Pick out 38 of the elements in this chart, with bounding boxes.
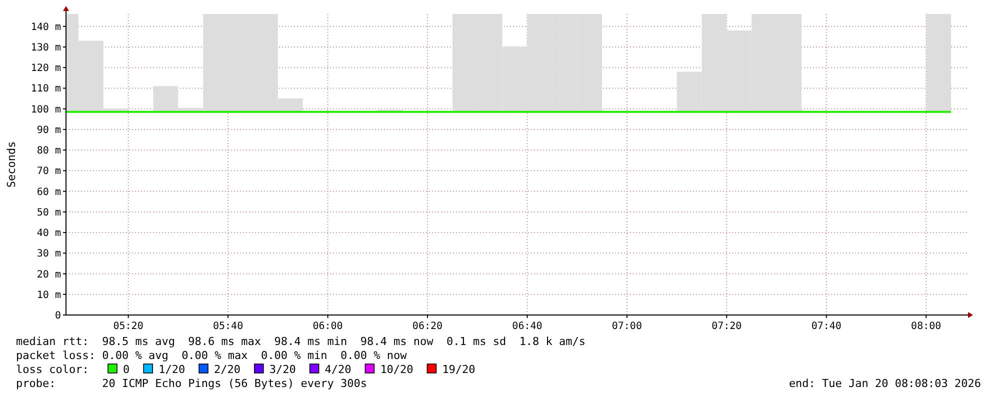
text: end: Tue Jan 20 08:08:03 2026 xyxy=(788,377,981,390)
x-tick-label: 06:20 xyxy=(412,321,443,332)
y-tick-label: 10 m xyxy=(36,290,61,301)
y-tick-label: 100 m xyxy=(30,104,61,116)
y-tick-label: 30 m xyxy=(36,248,61,260)
bar xyxy=(926,14,952,112)
legend-title: loss color: xyxy=(16,363,89,376)
legend-label: 2/20 xyxy=(214,363,240,376)
text: packet loss: 0.00 % avg 0.00 % max 0.00 % min 0.00 % now xyxy=(16,349,408,362)
y-tick-label: 80 m xyxy=(36,146,61,157)
x-tick-label: 05:40 xyxy=(213,321,244,332)
y-tick-label: 140 m xyxy=(30,22,61,33)
y-tick-label: 50 m xyxy=(36,207,61,218)
x-tick-label: 06:40 xyxy=(512,321,542,332)
y-tick-label: 90 m xyxy=(36,124,61,136)
y-tick-label: 130 m xyxy=(30,42,61,54)
y-tick-label: 40 m xyxy=(36,228,61,240)
y-tick-label: 60 m xyxy=(36,186,61,198)
legend-label: 0 xyxy=(123,363,130,376)
y-tick-label: 120 m xyxy=(30,63,61,74)
legend-label: 19/20 xyxy=(442,363,476,376)
x-tick-label: 08:00 xyxy=(911,321,942,332)
legend-label: 3/20 xyxy=(269,363,296,376)
legend-label: 4/20 xyxy=(324,363,352,376)
x-tick-label: 07:20 xyxy=(712,321,742,332)
x-tick-label: 06:00 xyxy=(312,321,343,332)
y-tick-label: 0 xyxy=(54,310,61,322)
text: median rtt: 98.5 ms avg 98.6 ms max 98.4 ms min 98.4 ms now 0.1 ms sd 1.8 k am/s xyxy=(16,335,586,348)
y-axis-title: Seconds xyxy=(5,141,18,188)
text: probe: 20 ICMP Echo Pings (56 Bytes) every 300s xyxy=(16,377,367,390)
legend-label: 1/20 xyxy=(158,363,186,376)
x-tick-label: 07:40 xyxy=(811,321,842,332)
legend-label: 10/20 xyxy=(380,363,414,376)
x-tick-label: 07:00 xyxy=(612,321,642,332)
y-tick-label: 70 m xyxy=(36,166,61,178)
x-tick-label: 05:20 xyxy=(113,321,144,332)
y-tick-label: 110 m xyxy=(30,84,61,95)
y-tick-label: 20 m xyxy=(36,269,61,280)
